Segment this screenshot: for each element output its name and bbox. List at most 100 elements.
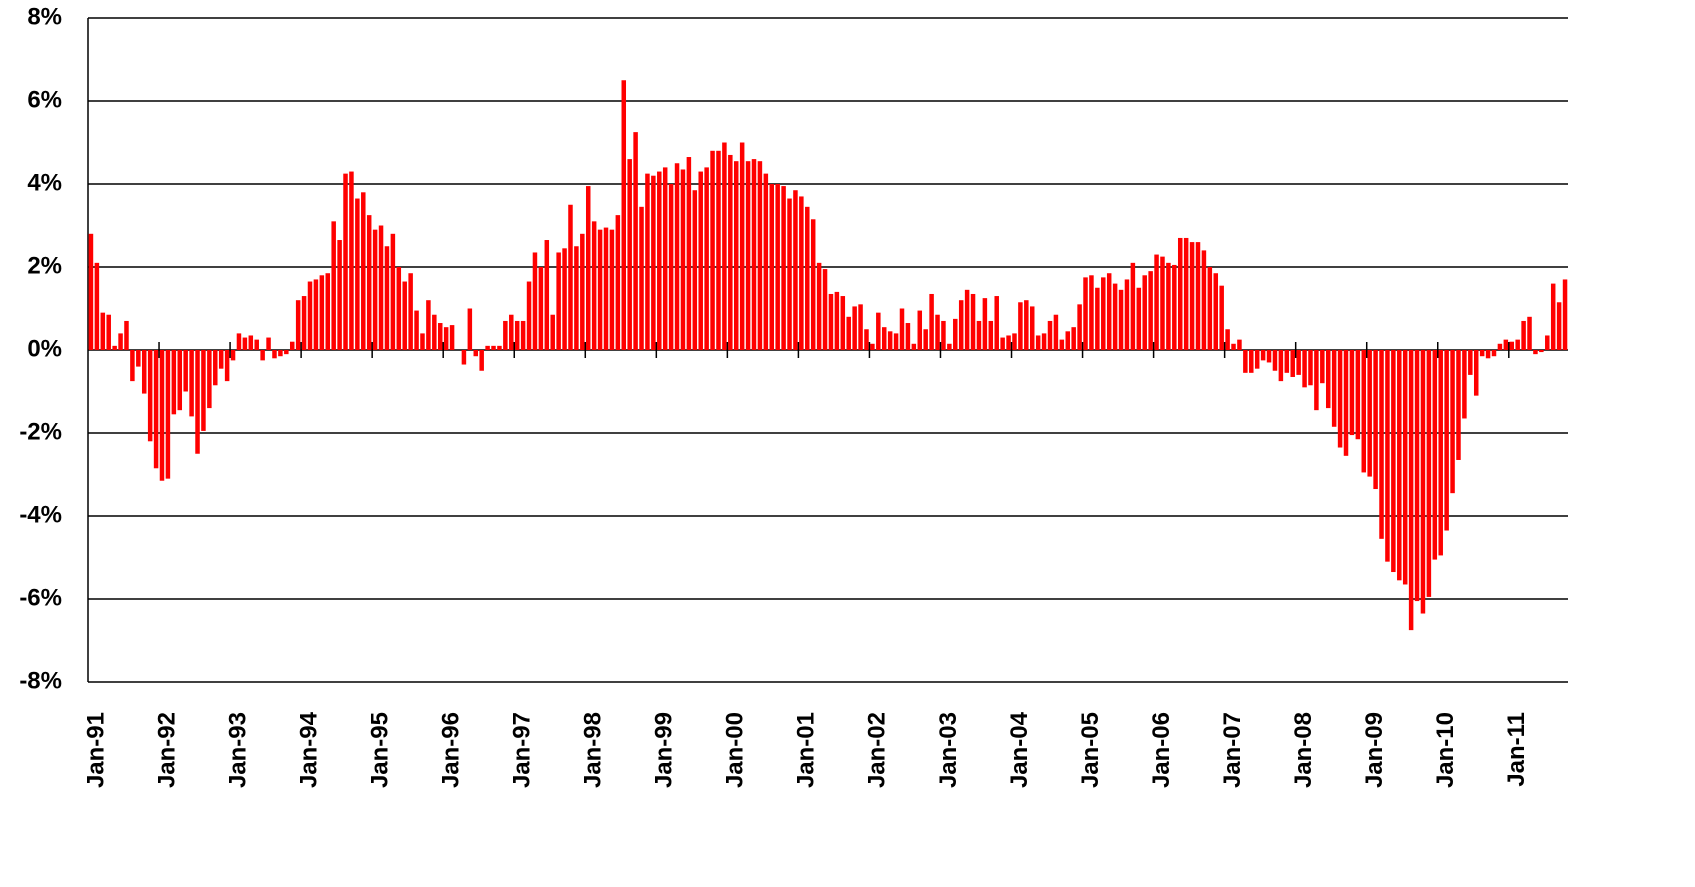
- bar: [230, 350, 236, 361]
- bar: [1053, 314, 1059, 350]
- bar: [1432, 350, 1438, 560]
- bar: [645, 173, 650, 350]
- bar: [1112, 283, 1118, 350]
- bar: [319, 275, 325, 350]
- bar: [692, 190, 698, 350]
- bar: [94, 262, 100, 350]
- bar: [1018, 302, 1023, 350]
- bar: [1562, 279, 1568, 350]
- bar: [917, 310, 923, 350]
- bar: [1041, 333, 1047, 350]
- bar: [432, 314, 437, 350]
- bar: [1468, 350, 1473, 375]
- bar: [313, 279, 319, 350]
- bar: [745, 161, 751, 350]
- bar: [1391, 350, 1396, 573]
- bar: [1491, 350, 1497, 357]
- bar: [662, 167, 668, 350]
- bar: [1420, 350, 1426, 614]
- bar: [568, 204, 573, 350]
- bar: [159, 350, 165, 481]
- bar: [307, 281, 313, 350]
- bar: [988, 320, 994, 350]
- bar: [218, 350, 224, 369]
- bar: [414, 310, 419, 350]
- x-tick-label: Jan-02: [864, 712, 891, 788]
- bar: [1266, 350, 1272, 363]
- bar: [207, 350, 212, 409]
- bar: [372, 229, 378, 350]
- bar: [639, 206, 644, 350]
- bar: [491, 345, 496, 350]
- bar: [295, 300, 301, 350]
- bar: [366, 215, 372, 350]
- bar: [1177, 237, 1183, 350]
- bar: [1006, 335, 1011, 350]
- bar: [1124, 279, 1130, 350]
- bar: [384, 246, 390, 350]
- bar: [1349, 350, 1355, 436]
- x-tick-label: Jan-96: [438, 712, 465, 788]
- bar: [497, 345, 502, 350]
- bar: [1462, 350, 1467, 419]
- bar: [1260, 350, 1266, 361]
- bar: [153, 350, 159, 469]
- bar: [1533, 350, 1538, 355]
- bar: [272, 350, 277, 359]
- bar: [597, 229, 603, 350]
- bar: [1249, 350, 1254, 373]
- y-tick-label: 0%: [27, 335, 62, 362]
- bar: [1095, 287, 1100, 350]
- bar: [1024, 300, 1029, 350]
- x-tick-label: Jan-06: [1148, 712, 1175, 788]
- bar: [775, 184, 780, 350]
- y-tick-label: -4%: [19, 501, 62, 528]
- bar: [1355, 350, 1361, 440]
- y-tick-label: 4%: [27, 169, 62, 196]
- bar: [929, 293, 934, 350]
- bar: [355, 198, 360, 350]
- bar: [1485, 350, 1491, 359]
- bar: [361, 192, 366, 350]
- bar: [1438, 350, 1443, 556]
- bar: [633, 132, 638, 350]
- bar: [716, 150, 721, 350]
- bar: [100, 312, 106, 350]
- bar: [278, 350, 283, 357]
- bar: [899, 308, 905, 350]
- bar: [1166, 262, 1171, 350]
- bar: [787, 198, 792, 350]
- bar: [556, 252, 561, 350]
- bar: [1231, 343, 1236, 350]
- bar: [846, 316, 851, 350]
- x-tick-label: Jan-03: [935, 712, 962, 788]
- bar: [674, 163, 680, 350]
- x-tick-label: Jan-99: [651, 712, 678, 788]
- bar: [739, 142, 745, 350]
- bar: [603, 227, 609, 350]
- bar: [1130, 262, 1136, 350]
- x-tick-label: Jan-91: [82, 712, 109, 788]
- bar: [1213, 273, 1219, 350]
- x-tick-label: Jan-92: [153, 712, 180, 788]
- bar: [165, 350, 171, 479]
- bar: [893, 333, 899, 350]
- bar: [1148, 271, 1153, 350]
- bar: [923, 329, 928, 350]
- x-tick-label: Jan-94: [295, 711, 322, 788]
- bar: [852, 306, 857, 350]
- bar: [420, 333, 425, 350]
- bar: [118, 333, 123, 350]
- bar: [1201, 250, 1207, 350]
- bar: [657, 171, 662, 350]
- bar: [834, 291, 840, 350]
- bar: [1539, 350, 1544, 353]
- bar: [1473, 350, 1479, 396]
- bar: [1320, 350, 1325, 384]
- bar: [289, 341, 295, 350]
- bar: [437, 323, 443, 350]
- bar: [1172, 264, 1177, 350]
- bar: [876, 312, 881, 350]
- bar: [224, 350, 230, 382]
- bar: [349, 171, 354, 350]
